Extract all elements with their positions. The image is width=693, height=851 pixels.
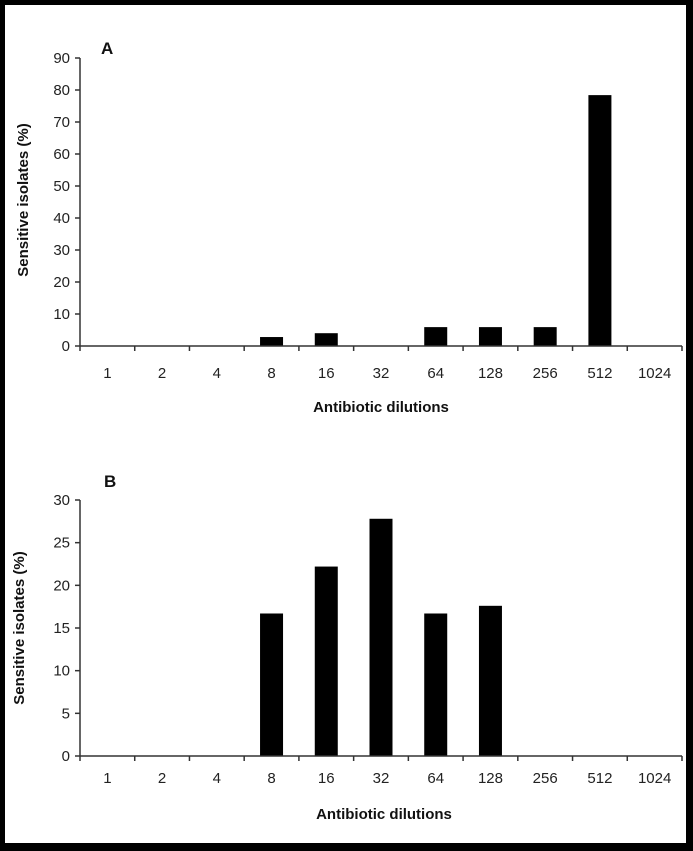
x-tick-label: 32 — [373, 770, 390, 787]
chart-panel-b: B Sensitive isolates (%) Antibiotic dilu… — [11, 472, 683, 823]
y-axis-ticks-b: 0 5 10 15 20 25 30 — [53, 492, 80, 765]
x-tick-label: 256 — [533, 365, 558, 382]
y-tick-label: 70 — [53, 114, 70, 131]
x-tick-label: 8 — [267, 770, 275, 787]
x-tick-label: 4 — [213, 770, 221, 787]
bar — [260, 613, 284, 756]
bars-a — [260, 95, 612, 347]
y-tick-label: 10 — [53, 663, 70, 680]
x-tick-label: 1024 — [638, 770, 671, 787]
panel-label-a: A — [101, 39, 113, 58]
y-tick-label: 40 — [53, 210, 70, 227]
y-tick-label: 25 — [53, 535, 70, 552]
y-axis-title-b: Sensitive isolates (%) — [11, 551, 28, 704]
y-tick-label: 80 — [53, 82, 70, 99]
x-tick-label: 16 — [318, 365, 335, 382]
bar — [260, 337, 284, 346]
x-axis-title-b: Antibiotic dilutions — [316, 806, 452, 823]
x-axis-title-a: Antibiotic dilutions — [313, 399, 449, 416]
figure-frame — [5, 5, 686, 843]
bars-b — [260, 518, 502, 756]
x-tick-label: 128 — [478, 770, 503, 787]
x-tick-label: 16 — [318, 770, 335, 787]
x-tick-label: 2 — [158, 365, 166, 382]
bar — [369, 518, 393, 756]
bar — [588, 95, 612, 347]
x-axis-ticks-a: 1 2 4 8 16 32 64 128 256 512 1024 — [79, 346, 683, 382]
y-tick-label: 90 — [53, 50, 70, 67]
bar — [314, 333, 338, 346]
x-tick-label: 512 — [587, 365, 612, 382]
y-tick-label: 0 — [62, 338, 70, 355]
y-tick-label: 30 — [53, 492, 70, 509]
chart-panel-a: A Sensitive isolates (%) Antibiotic dilu… — [15, 39, 683, 416]
x-tick-label: 1 — [103, 365, 111, 382]
x-tick-label: 256 — [533, 770, 558, 787]
y-axis-ticks-a: 0 10 20 30 40 50 60 70 80 90 — [53, 50, 80, 355]
x-tick-label: 32 — [373, 365, 390, 382]
x-tick-label: 64 — [427, 365, 444, 382]
bar — [424, 613, 448, 756]
y-tick-label: 30 — [53, 242, 70, 259]
x-axis-ticks-b: 1 2 4 8 16 32 64 128 256 512 1024 — [79, 756, 683, 787]
y-axis-title-a: Sensitive isolates (%) — [15, 123, 32, 276]
x-tick-label: 1 — [103, 770, 111, 787]
x-tick-label: 8 — [267, 365, 275, 382]
x-tick-label: 128 — [478, 365, 503, 382]
y-tick-label: 15 — [53, 620, 70, 637]
y-tick-label: 0 — [62, 748, 70, 765]
y-tick-label: 50 — [53, 178, 70, 195]
x-tick-label: 512 — [587, 770, 612, 787]
bar — [533, 327, 557, 346]
panel-label-b: B — [104, 472, 116, 491]
bar — [478, 327, 502, 346]
y-tick-label: 5 — [62, 705, 70, 722]
y-tick-label: 60 — [53, 146, 70, 163]
x-tick-label: 1024 — [638, 365, 671, 382]
x-tick-label: 64 — [427, 770, 444, 787]
bar — [478, 605, 502, 756]
y-tick-label: 20 — [53, 274, 70, 291]
x-tick-label: 4 — [213, 365, 221, 382]
x-tick-label: 2 — [158, 770, 166, 787]
bar — [424, 327, 448, 346]
bar — [314, 566, 338, 756]
y-tick-label: 10 — [53, 306, 70, 323]
y-tick-label: 20 — [53, 577, 70, 594]
